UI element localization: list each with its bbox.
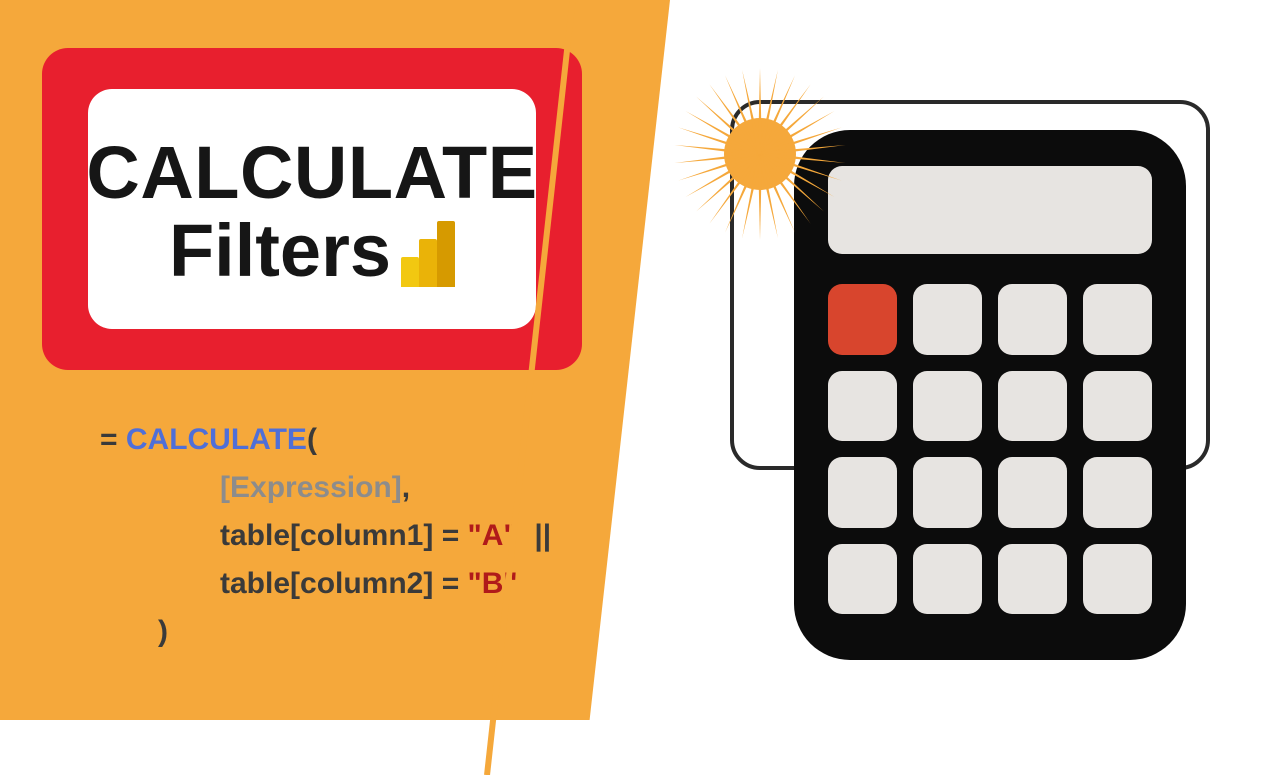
title-line-2: Filters: [169, 212, 391, 290]
dax-code-block: = CALCULATE( [Expression], table[column1…: [100, 416, 551, 656]
calculator-key: [998, 284, 1067, 355]
code-row-1: = CALCULATE(: [100, 416, 551, 464]
calculator-key: [913, 457, 982, 528]
code-row-5: ): [100, 608, 551, 656]
calculator-key: [998, 371, 1067, 442]
powerbi-bar-1: [401, 257, 419, 287]
powerbi-bar-3: [437, 221, 455, 287]
code-keyword: CALCULATE: [126, 423, 307, 456]
code-or-op: ||: [518, 519, 551, 552]
calculator-key: [998, 457, 1067, 528]
calculator-key: [913, 284, 982, 355]
calculator-display: [828, 166, 1152, 254]
powerbi-icon: [401, 215, 455, 287]
code-expr-open: [: [220, 471, 230, 504]
code-row-4: table[column2] = "B": [100, 560, 551, 608]
calculator-keypad: [828, 284, 1152, 614]
code-filter2-left: table[column2] =: [220, 567, 468, 600]
code-open-paren: (: [307, 423, 317, 456]
code-close-paren: ): [158, 615, 168, 648]
calculator-key: [913, 371, 982, 442]
calculator-key: [1083, 371, 1152, 442]
calculator-icon: [794, 130, 1186, 660]
code-expr-name: Expression: [230, 471, 392, 504]
calculator-key: [1083, 457, 1152, 528]
calculator-key: [998, 544, 1067, 615]
code-expr-close: ]: [392, 471, 402, 504]
title-line-1: CALCULATE: [86, 136, 537, 210]
calculator-key: [913, 544, 982, 615]
calculator-key: [828, 371, 897, 442]
title-white-card: CALCULATE Filters: [88, 89, 536, 329]
code-filter1-left: table[column1] =: [220, 519, 468, 552]
code-row-2: [Expression],: [100, 464, 551, 512]
title-line-2-wrap: Filters: [169, 212, 455, 290]
code-eq: =: [100, 423, 126, 456]
calculator-key: [828, 544, 897, 615]
powerbi-bar-2: [419, 239, 437, 287]
calculator-key: [1083, 284, 1152, 355]
calculator-key: [1083, 544, 1152, 615]
slide-canvas: CALCULATE Filters = CALCULATE( [Expressi…: [0, 0, 1280, 720]
code-comma-1: ,: [402, 471, 410, 504]
code-row-3: table[column1] = "A" ||: [100, 512, 551, 560]
sunburst-icon: [670, 64, 850, 244]
calculator-key: [828, 457, 897, 528]
calculator-key-accent: [828, 284, 897, 355]
title-red-frame: CALCULATE Filters: [42, 48, 582, 370]
